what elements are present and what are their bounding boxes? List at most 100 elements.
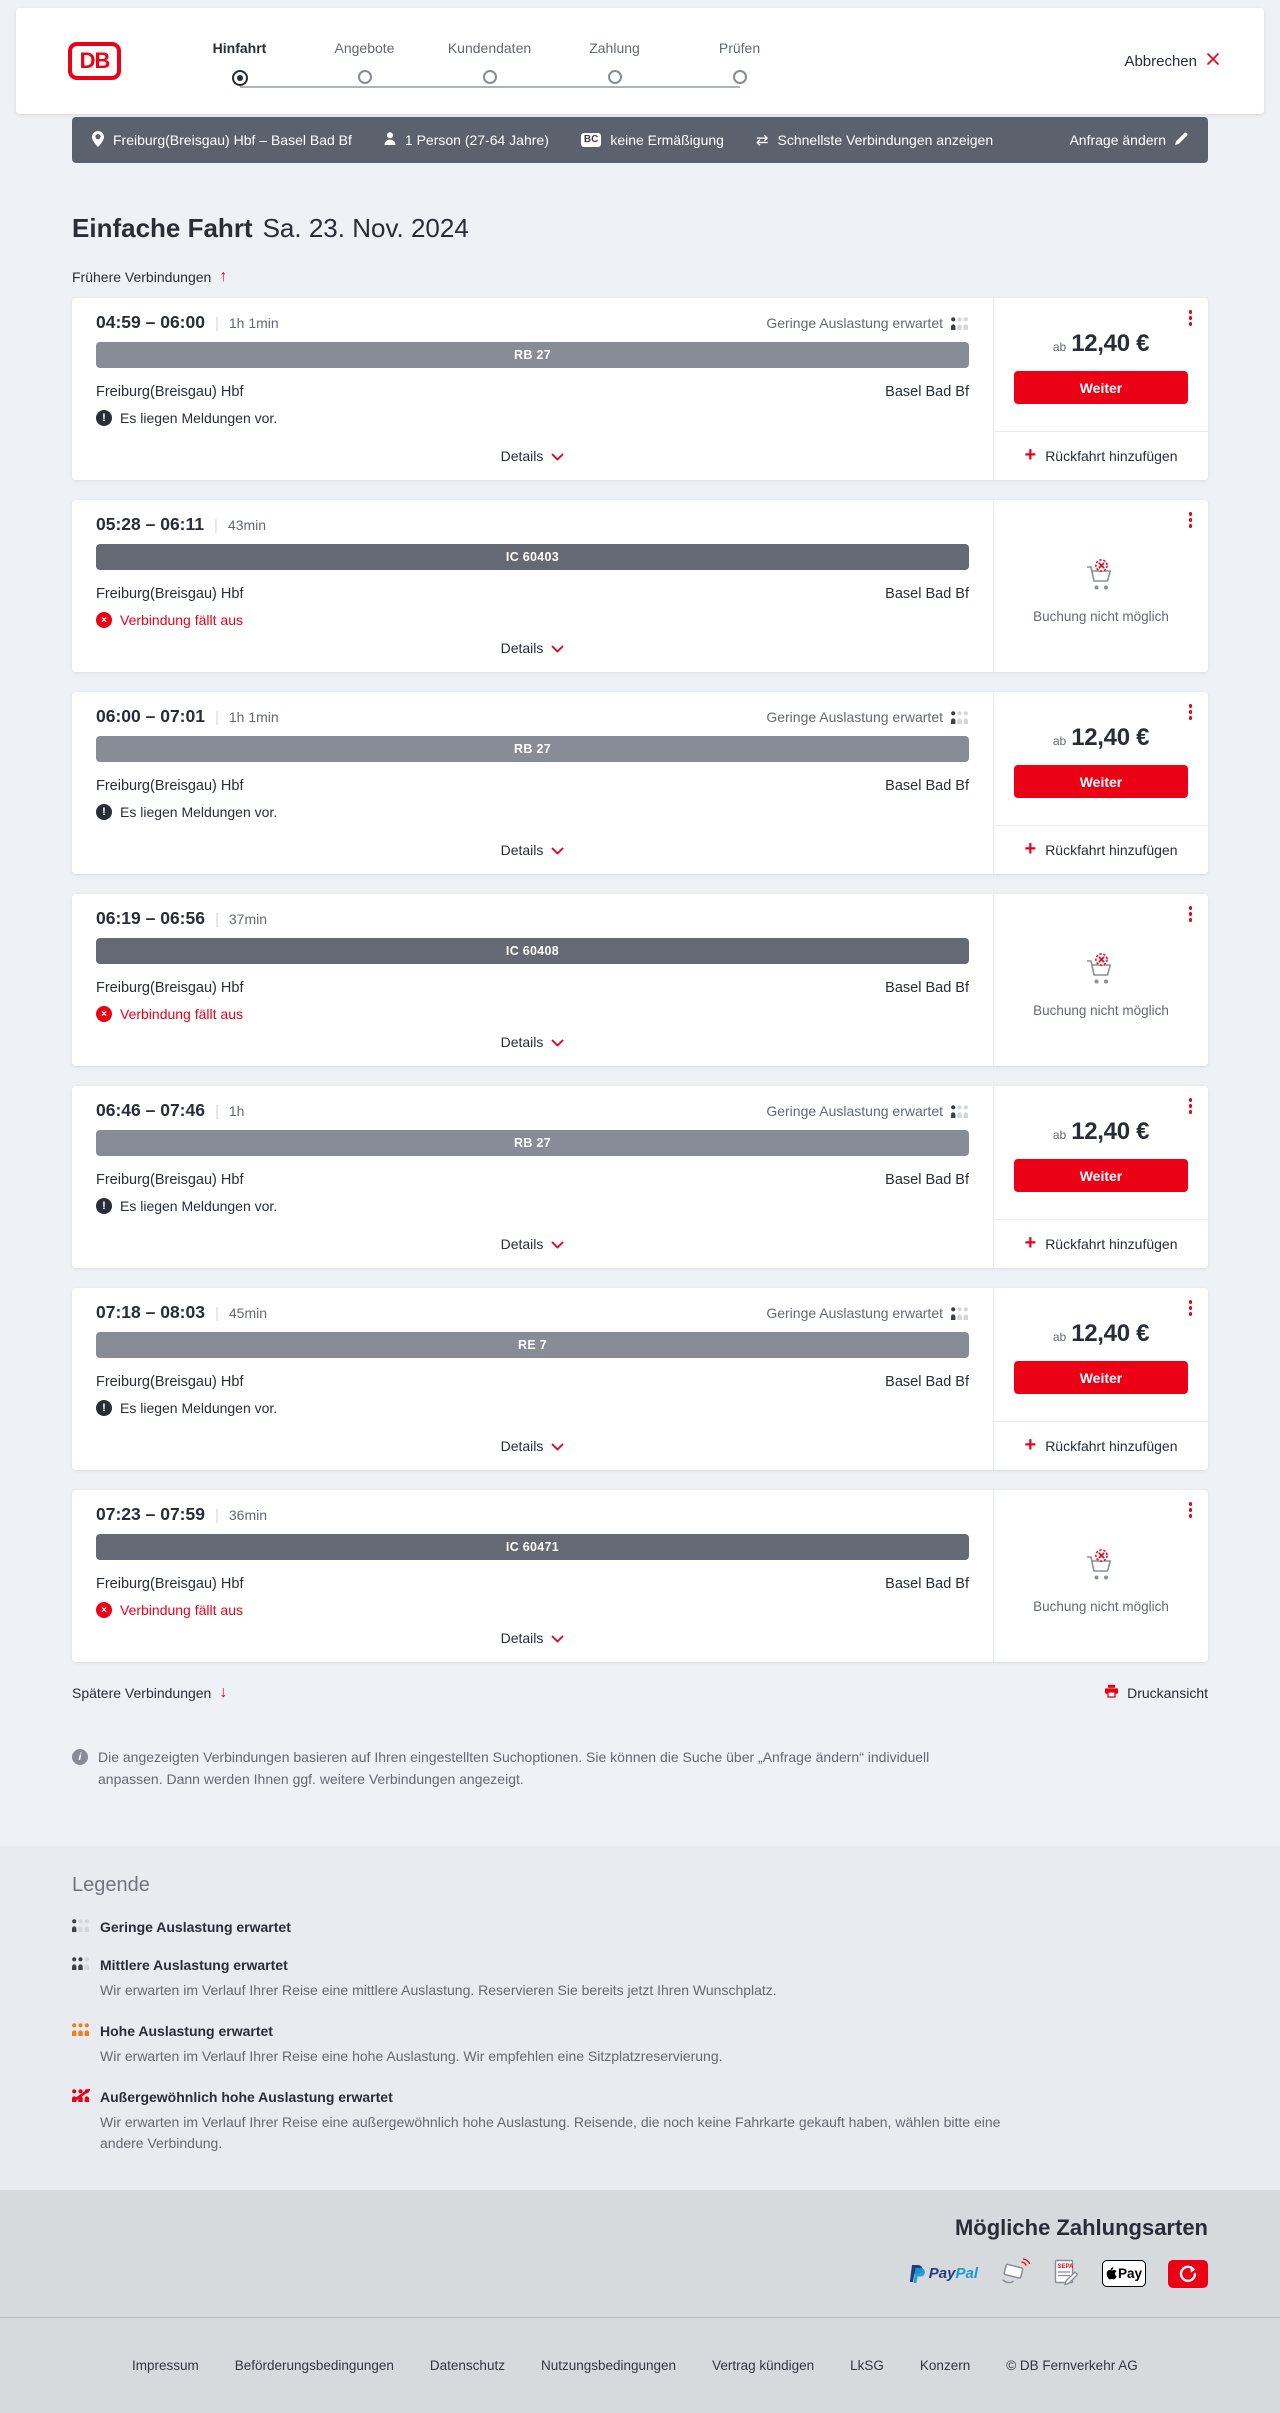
train-badge: IC 60403 (96, 544, 969, 570)
connection-summary: 06:19 – 06:56 | 37min IC 60408 Freiburg(… (72, 894, 993, 1066)
occupancy-exceptional-icon (71, 2087, 92, 2105)
results-main: Einfache Fahrt Sa. 23. Nov. 2024 Frühere … (72, 213, 1208, 1846)
occupancy-low-icon (72, 1919, 90, 1935)
price-area: ab 12,40 € Weiter (994, 298, 1208, 404)
cancel-button[interactable]: Abbrechen (1124, 52, 1220, 70)
kebab-menu-button[interactable] (1187, 510, 1195, 530)
occupancy-icon (72, 1919, 89, 1933)
price-line: ab 12,40 € (1014, 1118, 1188, 1146)
chevron-down-icon (551, 842, 564, 858)
details-button[interactable]: Details (501, 1224, 565, 1260)
booking-panel: ab 12,40 € Weiter + Rückfahrt hinzufügen (993, 298, 1208, 480)
booking-panel: ab 12,40 € Weiter + Rückfahrt hinzufügen (993, 1288, 1208, 1470)
footer-link[interactable]: Datenschutz (429, 2358, 505, 2374)
booking-panel: ab 12,40 € Weiter + Rückfahrt hinzufügen (993, 692, 1208, 874)
footer-link[interactable]: Vertrag kündigen (712, 2358, 815, 2374)
occupancy-high-icon (72, 2023, 90, 2039)
price-prefix: ab (1052, 1128, 1067, 1142)
arrow-down-icon: ↓ (219, 1683, 228, 1701)
plus-icon: + (1024, 1232, 1037, 1254)
svg-text:SEPA: SEPA (1058, 2264, 1075, 2270)
footer-link[interactable]: Nutzungsbedingungen (540, 2358, 677, 2374)
credit-card-icon (1000, 2258, 1032, 2289)
earlier-connections-button[interactable]: Frühere Verbindungen ↑ (72, 268, 228, 286)
station-from: Freiburg(Breisgau) Hbf (96, 1172, 244, 1188)
station-from: Freiburg(Breisgau) Hbf (96, 1576, 244, 1592)
kebab-menu-button[interactable] (1187, 702, 1195, 722)
step-circle (357, 70, 372, 84)
duration: 1h 1min (228, 709, 279, 725)
station-to: Basel Bad Bf (885, 384, 969, 400)
print-view-button[interactable]: Druckansicht (1104, 1684, 1208, 1701)
edit-search-button[interactable]: Anfrage ändern (1069, 132, 1188, 148)
payment-title: Mögliche Zahlungsarten (954, 2215, 1208, 2241)
kebab-menu-button[interactable] (1187, 1500, 1195, 1520)
add-return-button[interactable]: + Rückfahrt hinzufügen (994, 1219, 1208, 1268)
details-button[interactable]: Details (501, 436, 565, 472)
connection-summary: 04:59 – 06:00 | 1h 1min Geringe Auslastu… (72, 298, 993, 480)
bahncard-icon: BC (580, 133, 602, 147)
train-badge: RB 27 (96, 342, 969, 368)
chevron-down-icon (551, 1630, 564, 1646)
footer-link[interactable]: Beförderungsbedingungen (234, 2358, 394, 2374)
occupancy-icon (72, 1957, 89, 1971)
connection-card: 07:23 – 07:59 | 36min IC 60471 Freiburg(… (72, 1490, 1208, 1662)
later-connections-button[interactable]: Spätere Verbindungen ↓ (72, 1683, 228, 1701)
booking-panel: Buchung nicht möglich (993, 1490, 1208, 1662)
kebab-menu-button[interactable] (1187, 1096, 1195, 1116)
details-button[interactable]: Details (501, 628, 565, 664)
details-button[interactable]: Details (501, 1618, 565, 1654)
connection-summary: 07:23 – 07:59 | 36min IC 60471 Freiburg(… (72, 1490, 993, 1662)
step-kundendaten: Kundendaten (365, 40, 552, 88)
weiter-button[interactable]: Weiter (1014, 765, 1188, 798)
payment-section: Mögliche Zahlungsarten PayPal (0, 2190, 1280, 2318)
weiter-button[interactable]: Weiter (1014, 1361, 1188, 1394)
station-from: Freiburg(Breisgau) Hbf (96, 980, 244, 996)
weiter-button[interactable]: Weiter (1014, 371, 1188, 404)
legend-heading: Legende (72, 1874, 150, 1897)
search-summary-bar: Freiburg(Breisgau) Hbf – Basel Bad Bf 1 … (72, 117, 1208, 163)
add-return-button[interactable]: + Rückfahrt hinzufügen (994, 431, 1208, 480)
time-range: 05:28 – 06:11 (96, 514, 205, 534)
legend-section: Legende Geringe Auslastung erwartet Mitt… (0, 1846, 1280, 2191)
db-logo: DB (68, 42, 121, 80)
step-hinfahrt: Hinfahrt (177, 40, 302, 86)
footer: Impressum Beförderungsbedingungen Datensch… (0, 2317, 1280, 2413)
details-button[interactable]: Details (501, 830, 565, 866)
footer-link[interactable]: LkSG (850, 2358, 884, 2374)
occupancy-label: Geringe Auslastung erwartet (766, 1103, 969, 1119)
footer-link[interactable]: Konzern (919, 2358, 971, 2374)
route-summary: Freiburg(Breisgau) Hbf – Basel Bad Bf (92, 130, 352, 150)
time-range: 06:46 – 07:46 (96, 1100, 205, 1120)
view-mode-summary: ⇄ Schnellste Verbindungen anzeigen (755, 131, 994, 149)
occupancy-icon (951, 316, 968, 330)
details-button[interactable]: Details (501, 1022, 565, 1058)
booking-panel: Buchung nicht möglich (993, 894, 1208, 1066)
kebab-menu-button[interactable] (1187, 308, 1195, 328)
add-return-button[interactable]: + Rückfahrt hinzufügen (994, 1421, 1208, 1470)
price-area: ab 12,40 € Weiter (994, 1288, 1208, 1394)
duration: 1h 1min (228, 315, 279, 331)
apple-pay-icon: Pay (1102, 2260, 1146, 2288)
messages-notice: ! Es liegen Meldungen vor. (96, 410, 969, 426)
add-return-button[interactable]: + Rückfahrt hinzufügen (994, 825, 1208, 874)
connection-card: 06:00 – 07:01 | 1h 1min Geringe Auslastu… (72, 692, 1208, 874)
connection-card: 04:59 – 06:00 | 1h 1min Geringe Auslastu… (72, 298, 1208, 480)
kebab-menu-button[interactable] (1187, 904, 1195, 924)
kebab-menu-button[interactable] (1187, 1298, 1195, 1318)
cancelled-notice: × Verbindung fällt aus (96, 612, 969, 628)
weiter-button[interactable]: Weiter (1014, 1159, 1188, 1192)
step-circle (607, 70, 622, 84)
price: 12,40 € (1071, 1118, 1150, 1145)
person-icon (384, 132, 396, 148)
train-badge: RB 27 (96, 736, 969, 762)
pencil-icon (1175, 132, 1188, 148)
details-button[interactable]: Details (501, 1426, 565, 1462)
price: 12,40 € (1071, 724, 1150, 751)
price-line: ab 12,40 € (1014, 330, 1188, 358)
footer-link[interactable]: Impressum (132, 2358, 199, 2374)
occupancy-label: Geringe Auslastung erwartet (766, 1305, 969, 1321)
no-booking-area: Buchung nicht möglich (994, 894, 1208, 1066)
train-badge: RB 27 (96, 1130, 969, 1156)
